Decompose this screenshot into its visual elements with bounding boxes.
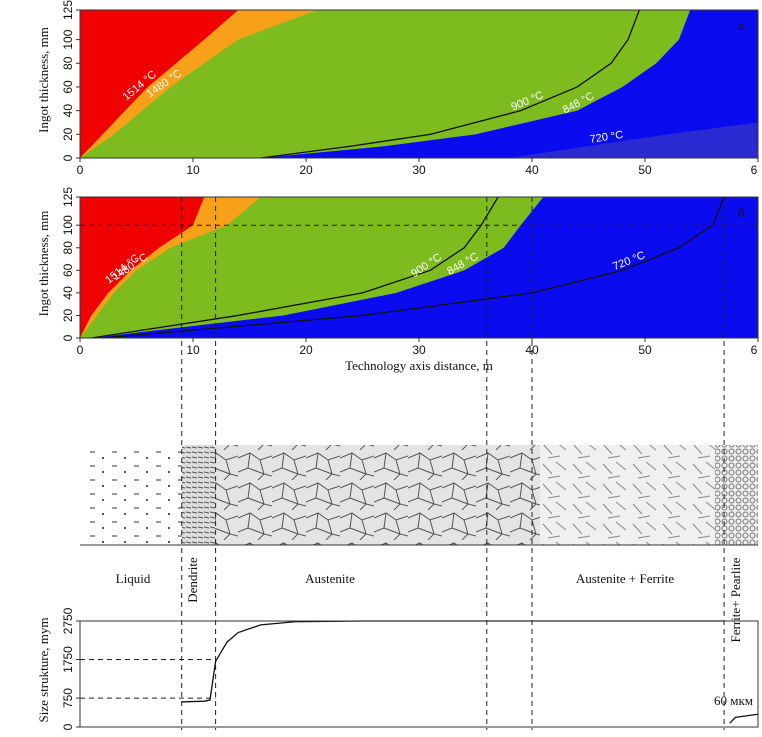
x-tick-label: 6 xyxy=(751,163,758,177)
x-tick-label: 30 xyxy=(412,163,426,177)
x-tick-label: 50 xyxy=(638,343,652,357)
x-axis-label: Technology axis distance, m xyxy=(345,358,493,373)
y-tick-label: 2750 xyxy=(61,607,75,634)
figure: 848 °C1480 °C1514 °C900 °C720 °C02040608… xyxy=(0,0,762,737)
x-tick-label: 30 xyxy=(412,343,426,357)
y-tick-label: 40 xyxy=(61,104,75,118)
x-tick-label: 0 xyxy=(77,163,84,177)
x-tick-label: 50 xyxy=(638,163,652,177)
phase-label: Dendrite xyxy=(185,557,200,603)
y-axis-label: Ingot thickness, mm xyxy=(36,211,51,317)
y-tick-label: 100 xyxy=(61,29,75,49)
y-axis-label: Size strukture, mym xyxy=(36,617,51,722)
y-tick-label: 125 xyxy=(61,187,75,207)
phase-label: Liquid xyxy=(116,571,151,586)
y-tick-label: 0 xyxy=(61,154,75,161)
phase-label: Ferrite+ Pearlite xyxy=(728,557,743,642)
annotation: 60 мкм xyxy=(714,693,753,708)
y-tick-label: 60 xyxy=(61,263,75,277)
phase-label: Austenite xyxy=(305,571,355,586)
y-tick-label: 80 xyxy=(61,241,75,255)
panel-label: a xyxy=(738,18,744,33)
x-tick-label: 0 xyxy=(77,343,84,357)
y-tick-label: 20 xyxy=(61,308,75,322)
x-tick-label: 10 xyxy=(186,343,200,357)
y-tick-label: 1750 xyxy=(61,646,75,673)
x-tick-label: 20 xyxy=(299,163,313,177)
y-tick-label: 125 xyxy=(61,0,75,20)
size-line xyxy=(182,621,758,723)
y-tick-label: 750 xyxy=(61,688,75,708)
y-tick-label: 0 xyxy=(61,723,75,730)
page: {"chart_data": [ {"type": "isotherm", "p… xyxy=(0,0,762,737)
panel-label: б xyxy=(738,205,745,220)
y-tick-label: 20 xyxy=(61,127,75,141)
y-tick-label: 100 xyxy=(61,215,75,235)
x-tick-label: 40 xyxy=(525,343,539,357)
y-tick-label: 80 xyxy=(61,56,75,70)
x-tick-label: 40 xyxy=(525,163,539,177)
y-tick-label: 40 xyxy=(61,286,75,300)
x-tick-label: 10 xyxy=(186,163,200,177)
phase-label: Austenite + Ferrite xyxy=(576,571,675,586)
x-tick-label: 20 xyxy=(299,343,313,357)
x-tick-label: 6 xyxy=(751,343,758,357)
y-tick-label: 0 xyxy=(61,334,75,341)
y-axis-label: Ingot thickness, mm xyxy=(36,27,51,133)
y-tick-label: 60 xyxy=(61,80,75,94)
